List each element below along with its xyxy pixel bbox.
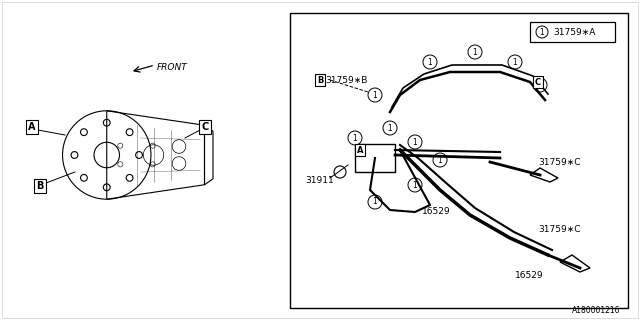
Text: 31759∗C: 31759∗C [538, 157, 580, 166]
Text: 1: 1 [428, 58, 433, 67]
Bar [290, 13, 628, 308]
Circle shape [423, 55, 437, 69]
Circle shape [368, 195, 382, 209]
Circle shape [533, 78, 547, 92]
Text: FRONT: FRONT [157, 62, 188, 71]
Text: 31911: 31911 [305, 175, 333, 185]
Text: C: C [202, 122, 209, 132]
Text: 31759∗C: 31759∗C [538, 226, 580, 235]
Text: B: B [317, 76, 323, 84]
Bar [355, 144, 395, 172]
Text: 1: 1 [353, 133, 357, 142]
Text: A180001216: A180001216 [572, 306, 620, 315]
Text: C: C [535, 77, 541, 86]
Circle shape [368, 88, 382, 102]
Text: B: B [36, 181, 44, 191]
Bar [530, 22, 615, 42]
Text: 16529: 16529 [515, 270, 543, 279]
Text: 1: 1 [413, 138, 417, 147]
Circle shape [408, 178, 422, 192]
Text: 1: 1 [538, 81, 542, 90]
Text: 1: 1 [388, 124, 392, 132]
Text: 1: 1 [372, 91, 378, 100]
Text: 1: 1 [540, 28, 545, 36]
Text: 1: 1 [513, 58, 517, 67]
Text: 16529: 16529 [422, 207, 451, 217]
Text: A: A [356, 146, 364, 155]
Text: 1: 1 [372, 197, 378, 206]
Text: 1: 1 [413, 180, 417, 189]
Circle shape [408, 135, 422, 149]
Text: 31759∗A: 31759∗A [553, 28, 595, 36]
Circle shape [348, 131, 362, 145]
Circle shape [468, 45, 482, 59]
Circle shape [433, 153, 447, 167]
Text: 31759∗B: 31759∗B [325, 76, 367, 84]
Circle shape [536, 26, 548, 38]
Text: A: A [28, 122, 36, 132]
Circle shape [383, 121, 397, 135]
Text: 1: 1 [472, 47, 477, 57]
Text: 1: 1 [438, 156, 442, 164]
Circle shape [508, 55, 522, 69]
